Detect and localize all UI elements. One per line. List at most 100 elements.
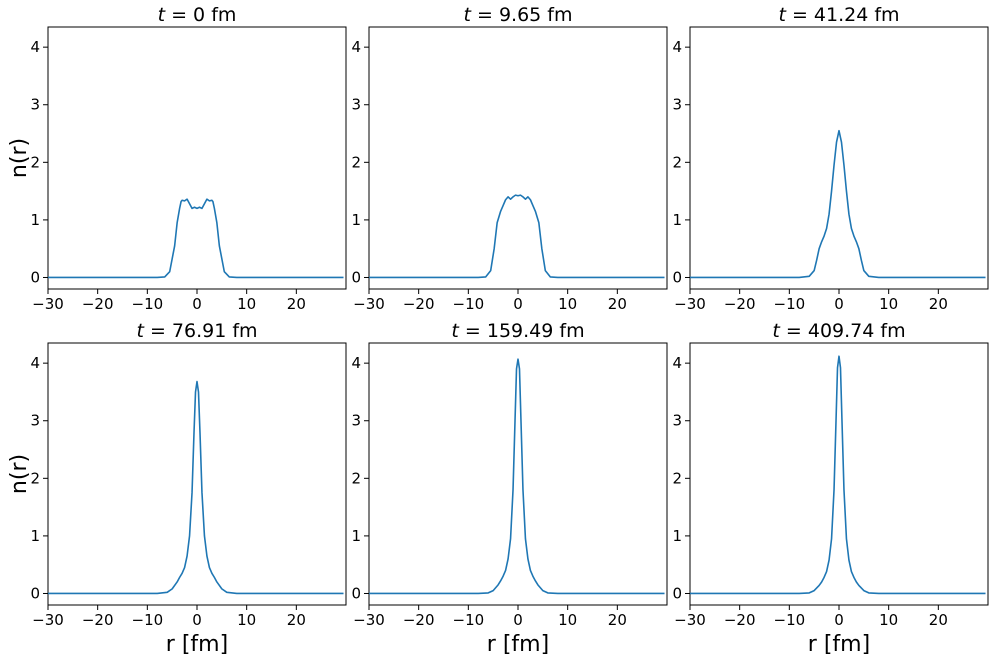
y-tick-label: 2 xyxy=(351,469,361,487)
x-tick-label: 20 xyxy=(287,295,306,313)
x-tick-label: 10 xyxy=(558,295,577,313)
x-tick-label: 20 xyxy=(287,611,306,629)
panel-title-var: t xyxy=(772,320,781,342)
x-tick-label: 0 xyxy=(834,611,844,629)
y-tick-label: 0 xyxy=(351,268,361,286)
y-tick-label: 4 xyxy=(30,354,40,372)
y-tick-label: 0 xyxy=(672,584,682,602)
x-axis-label: r [fm] xyxy=(487,632,549,657)
y-tick-label: 2 xyxy=(672,469,682,487)
plot-frame xyxy=(368,26,668,290)
y-tick-label: 4 xyxy=(30,38,40,56)
x-tick-label: −20 xyxy=(724,295,756,313)
x-tick-label: 20 xyxy=(929,611,948,629)
x-tick-label: −10 xyxy=(453,295,485,313)
y-tick-label: 2 xyxy=(351,153,361,171)
x-tick-label: −20 xyxy=(82,295,114,313)
panel-4: t = 76.91 fm −30 −20 −10 0 10 20 0 1 2 3 4 r [fm] n(r… xyxy=(7,320,347,657)
panel-title-text: = 0 fm xyxy=(165,4,236,26)
x-tick-label: 0 xyxy=(192,295,202,313)
y-tick-label: 3 xyxy=(672,96,682,114)
x-tick-label: 20 xyxy=(608,611,627,629)
y-tick-label: 1 xyxy=(30,527,40,545)
y-tick-label: 3 xyxy=(30,412,40,430)
y-axis-label: n(r) xyxy=(7,454,32,494)
density-curve xyxy=(369,358,665,595)
x-tick-label: −10 xyxy=(774,611,806,629)
y-tick-label: 4 xyxy=(672,354,682,372)
x-tick-label: 0 xyxy=(192,611,202,629)
panel-2: t = 9.65 fm −30 −20 −10 0 10 20 0 1 2 3 4 xyxy=(351,4,668,313)
y-tick-label: 0 xyxy=(672,268,682,286)
y-tick-label: 1 xyxy=(351,211,361,229)
panel-title: t = 76.91 fm xyxy=(136,320,257,342)
plot-frame xyxy=(689,26,989,290)
y-tick-label: 2 xyxy=(30,153,40,171)
x-tick-label: 0 xyxy=(513,295,523,313)
y-tick-label: 0 xyxy=(351,584,361,602)
y-tick-label: 4 xyxy=(351,354,361,372)
y-tick-label: 1 xyxy=(672,527,682,545)
panel-3: t = 41.24 fm −30 −20 −10 0 10 20 0 1 2 3 4 xyxy=(672,4,989,313)
panel-title-text: = 409.74 fm xyxy=(780,320,906,342)
x-tick-label: −20 xyxy=(724,611,756,629)
y-tick-label: 4 xyxy=(672,38,682,56)
x-tick-label: −30 xyxy=(353,611,385,629)
x-axis-label: r [fm] xyxy=(808,632,870,657)
x-tick-label: 20 xyxy=(608,295,627,313)
panel-title-text: = 159.49 fm xyxy=(459,320,585,342)
y-tick-label: 2 xyxy=(672,153,682,171)
y-tick-label: 1 xyxy=(672,211,682,229)
panel-1: t = 0 fm −30 −20 −10 0 10 20 0 1 2 3 4 n(r) xyxy=(7,4,347,313)
y-tick-label: 0 xyxy=(30,268,40,286)
y-tick-label: 0 xyxy=(30,584,40,602)
x-tick-label: −30 xyxy=(32,295,64,313)
density-curve xyxy=(690,355,986,595)
panel-title: t = 409.74 fm xyxy=(772,320,905,342)
panel-title-var: t xyxy=(451,320,460,342)
x-tick-label: −30 xyxy=(32,611,64,629)
panel-title-var: t xyxy=(778,4,787,26)
x-tick-label: 0 xyxy=(513,611,523,629)
y-tick-label: 3 xyxy=(351,96,361,114)
panel-title: t = 159.49 fm xyxy=(451,320,584,342)
x-tick-label: −10 xyxy=(453,611,485,629)
x-tick-label: −30 xyxy=(674,611,706,629)
x-tick-label: 20 xyxy=(929,295,948,313)
x-tick-label: −30 xyxy=(674,295,706,313)
plot-frame xyxy=(368,342,668,606)
plot-frame xyxy=(47,26,347,290)
y-tick-label: 1 xyxy=(30,211,40,229)
density-curve xyxy=(690,129,986,279)
y-tick-label: 3 xyxy=(30,96,40,114)
panel-title-text: = 9.65 fm xyxy=(471,4,573,26)
panel-title: t = 0 fm xyxy=(158,4,237,26)
panel-title-var: t xyxy=(464,4,473,26)
panel-6: t = 409.74 fm −30 −20 −10 0 10 20 0 1 2 3 4 r [fm] xyxy=(672,320,989,657)
panel-title: t = 41.24 fm xyxy=(778,4,899,26)
x-tick-label: 0 xyxy=(834,295,844,313)
x-tick-label: 10 xyxy=(879,611,898,629)
y-tick-label: 4 xyxy=(351,38,361,56)
x-tick-label: −10 xyxy=(132,611,164,629)
panel-5: t = 159.49 fm −30 −20 −10 0 10 20 0 1 2 3 4 r [fm] xyxy=(351,320,668,657)
plot-frame xyxy=(689,342,989,606)
panel-title-text: = 41.24 fm xyxy=(786,4,900,26)
y-tick-label: 1 xyxy=(351,527,361,545)
x-tick-label: 10 xyxy=(237,611,256,629)
panel-title: t = 9.65 fm xyxy=(464,4,573,26)
y-axis-label: n(r) xyxy=(7,138,32,178)
x-tick-label: −10 xyxy=(132,295,164,313)
x-tick-label: 10 xyxy=(237,295,256,313)
x-tick-label: 10 xyxy=(558,611,577,629)
x-tick-label: −20 xyxy=(403,611,435,629)
x-tick-label: −20 xyxy=(403,295,435,313)
density-curve xyxy=(369,194,665,279)
panel-title-var: t xyxy=(158,4,167,26)
density-curve xyxy=(48,380,344,595)
x-tick-label: −20 xyxy=(82,611,114,629)
y-tick-label: 2 xyxy=(30,469,40,487)
x-tick-label: −30 xyxy=(353,295,385,313)
x-tick-label: −10 xyxy=(774,295,806,313)
